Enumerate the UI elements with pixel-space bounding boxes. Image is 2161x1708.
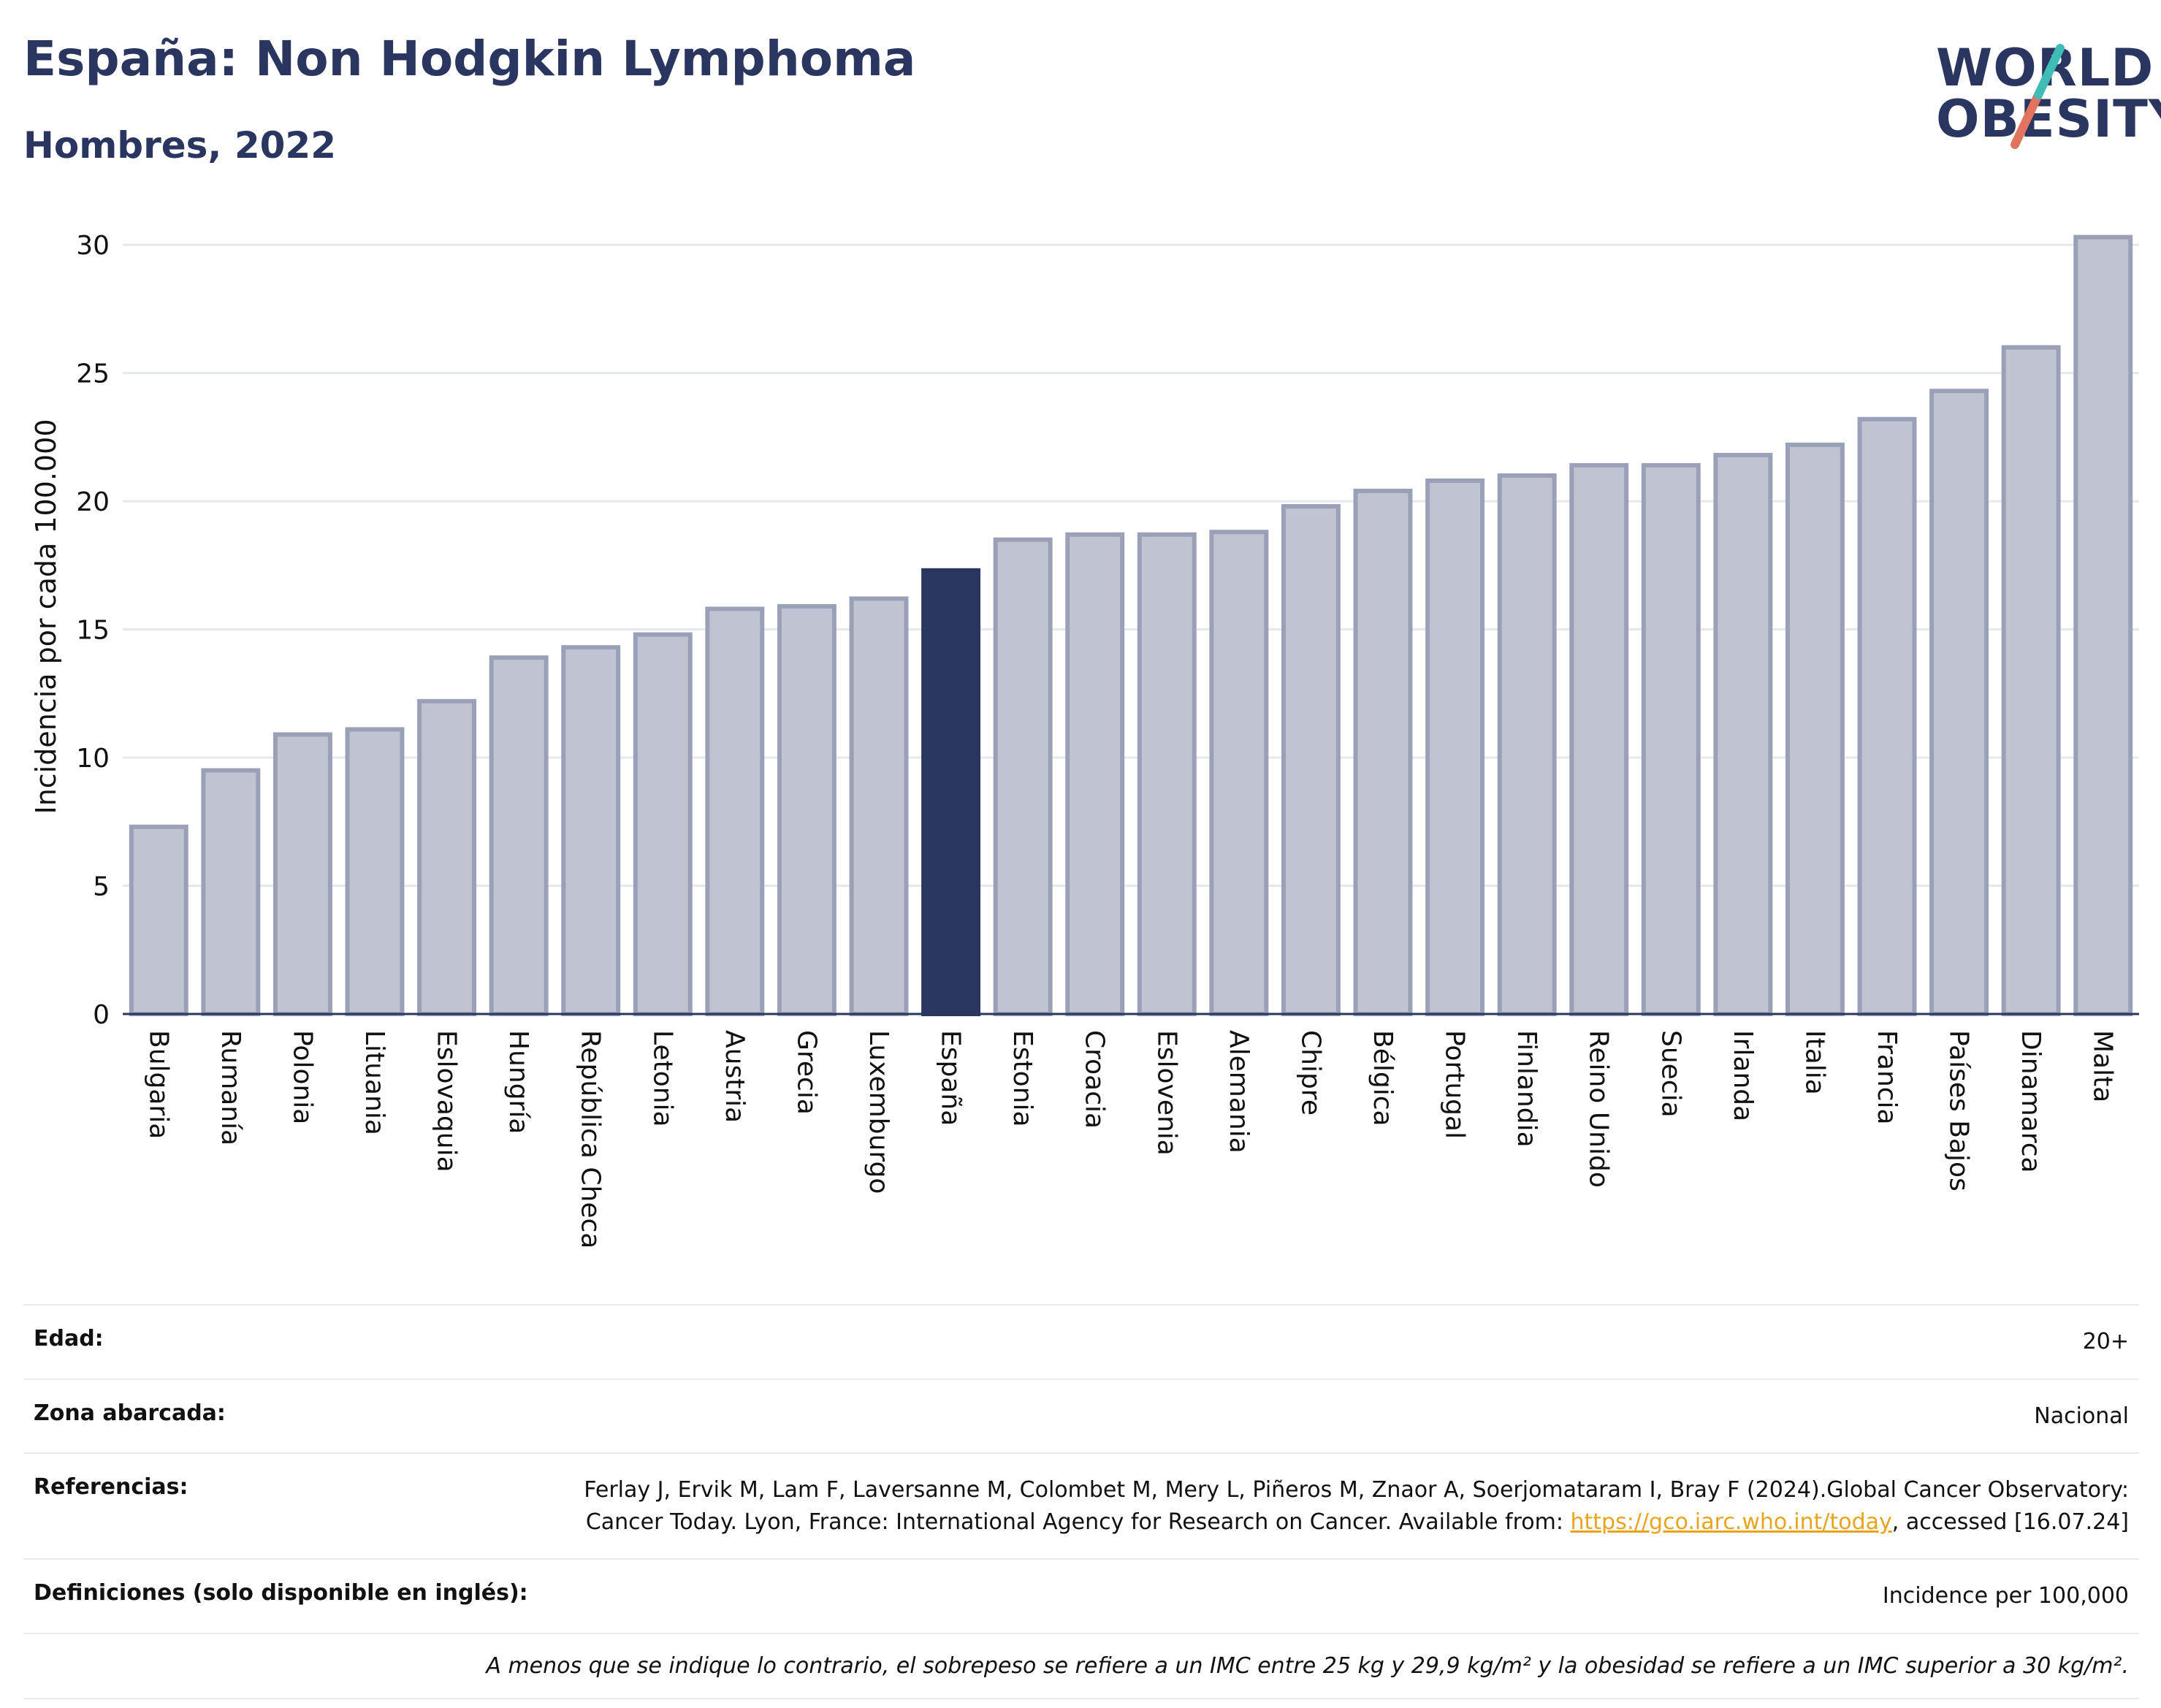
x-tick-label: Eslovenia	[1151, 1030, 1181, 1156]
area-value: Nacional	[2034, 1403, 2129, 1429]
y-tick-label: 10	[76, 744, 110, 774]
x-tick-label: República Checa	[576, 1030, 606, 1248]
bar	[633, 632, 693, 1016]
meta-row-area: Zona abarcada: Nacional	[23, 1378, 2139, 1453]
bar	[1857, 416, 1917, 1017]
x-tick-label: Lituania	[359, 1030, 389, 1135]
x-tick-label: Países Bajos	[1944, 1030, 1974, 1192]
bar	[1713, 452, 1773, 1016]
y-tick-label: 20	[76, 487, 110, 517]
x-tick-label: Chipre	[1295, 1030, 1325, 1116]
bar	[1641, 462, 1701, 1017]
logo-line-2: OBESITY	[1936, 89, 2161, 149]
bar	[1065, 532, 1125, 1016]
y-tick-label: 0	[93, 1000, 110, 1030]
x-tick-label: Reino Unido	[1584, 1030, 1614, 1188]
x-tick-label: Eslovaquia	[432, 1030, 462, 1173]
x-tick-label: Francia	[1872, 1030, 1902, 1125]
bar	[1353, 489, 1413, 1016]
bar	[272, 732, 332, 1017]
x-tick-label: Alemania	[1224, 1030, 1254, 1154]
bar	[1137, 532, 1197, 1016]
bar	[993, 537, 1053, 1017]
bar	[489, 655, 549, 1016]
x-tick-label: Bulgaria	[143, 1030, 173, 1139]
chart-title: España: Non Hodgkin Lymphoma	[23, 31, 916, 87]
x-tick-label: Polonia	[287, 1030, 317, 1124]
meta-row-age: Edad: 20+	[23, 1304, 2139, 1379]
references-text: Ferlay J, Ervik M, Lam F, Laversanne M, …	[584, 1477, 2129, 1535]
x-tick-label: España	[936, 1030, 966, 1126]
meta-row-definitions: Definiciones (solo disponible en inglés)…	[23, 1558, 2139, 1633]
chart-subtitle: Hombres, 2022	[23, 124, 336, 167]
y-axis-label: Incidencia por cada 100.000	[30, 419, 62, 814]
bar	[1209, 530, 1269, 1016]
bar	[1497, 473, 1557, 1017]
meta-row-references: Referencias: Ferlay J, Ervik M, Lam F, L…	[23, 1452, 2139, 1558]
world-obesity-logo: WORLD OBESITY	[1921, 22, 2161, 153]
bar	[1425, 478, 1485, 1016]
bar	[129, 824, 188, 1016]
x-tick-label: Estonia	[1007, 1030, 1037, 1127]
x-tick-label: Austria	[720, 1030, 750, 1123]
y-tick-label: 30	[76, 231, 110, 261]
x-tick-label: Grecia	[791, 1030, 821, 1115]
y-tick-label: 15	[76, 616, 110, 646]
age-label: Edad:	[34, 1326, 104, 1351]
x-tick-label: Letonia	[647, 1030, 677, 1127]
area-label: Zona abarcada:	[34, 1400, 226, 1426]
definitions-label: Definiciones (solo disponible en inglés)…	[34, 1580, 528, 1606]
references-value: Ferlay J, Ervik M, Lam F, Laversanne M, …	[522, 1474, 2129, 1538]
bar	[2073, 235, 2133, 1016]
bar-chart: 0 5 10 15 20 25 30 Incidencia por cada 100.000 B…	[30, 231, 2139, 1248]
references-link[interactable]: https://gco.iarc.who.int/today	[1570, 1509, 1892, 1535]
x-tick-label: Luxemburgo	[864, 1030, 893, 1194]
references-label: Referencias:	[34, 1474, 188, 1500]
age-value: 20+	[2082, 1329, 2129, 1354]
bar	[561, 645, 621, 1017]
x-tick-label: Italia	[1799, 1030, 1829, 1095]
bar	[417, 698, 477, 1016]
references-accessed: , accessed [16.07.24]	[1891, 1509, 2129, 1535]
y-tick-label: 5	[93, 872, 110, 902]
y-tick-label: 25	[76, 359, 110, 389]
bar	[2001, 345, 2061, 1016]
logo-slash-icon	[2011, 44, 2065, 149]
bar	[1785, 442, 1845, 1016]
bar	[1569, 462, 1629, 1017]
bar	[777, 603, 836, 1016]
x-tick-label: Finlandia	[1512, 1030, 1541, 1148]
x-tick-label: Suecia	[1655, 1030, 1685, 1118]
bar	[849, 596, 909, 1016]
bar	[705, 606, 765, 1016]
definitions-value: Incidence per 100,000	[1882, 1583, 2129, 1609]
x-tick-label: Rumanía	[216, 1030, 245, 1145]
x-tick-label: Dinamarca	[2016, 1030, 2046, 1173]
bar	[201, 768, 261, 1016]
x-tick-label: Hungría	[503, 1030, 533, 1134]
bar	[345, 727, 405, 1016]
footnote: A menos que se indique lo contrario, el …	[23, 1632, 2139, 1699]
x-tick-label: Bélgica	[1368, 1030, 1398, 1126]
metadata-table: Edad: 20+ Zona abarcada: Nacional Refere…	[23, 1304, 2139, 1699]
bar-highlight	[921, 568, 981, 1016]
x-tick-label: Croacia	[1080, 1030, 1110, 1129]
bar	[1281, 504, 1341, 1016]
bar	[1929, 389, 1989, 1016]
x-tick-label: Malta	[2088, 1030, 2118, 1102]
x-tick-label: Irlanda	[1728, 1030, 1758, 1121]
x-tick-label: Portugal	[1440, 1030, 1470, 1139]
